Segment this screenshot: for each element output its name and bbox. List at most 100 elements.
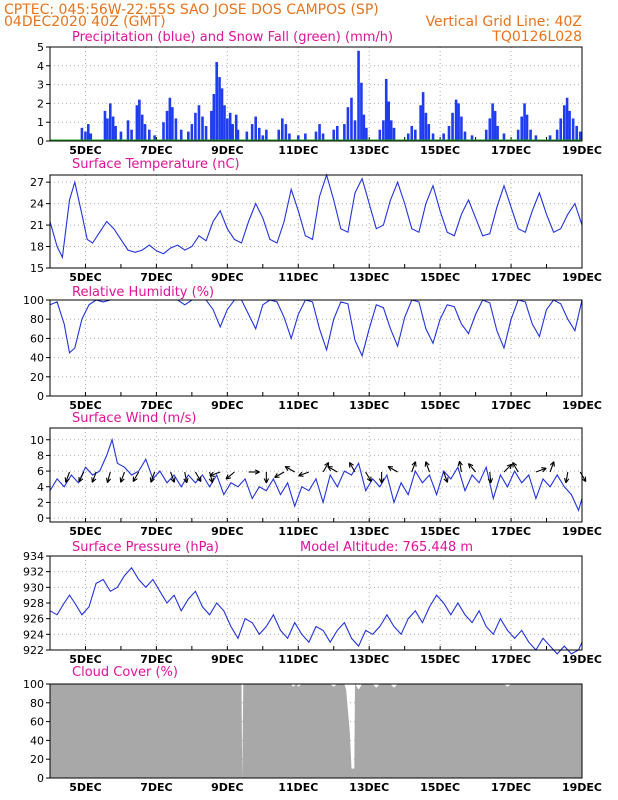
wind-vector-head xyxy=(490,478,494,484)
cloud-area xyxy=(50,684,582,778)
wind-vector-shaft xyxy=(425,461,431,473)
wind-vector-shaft xyxy=(209,471,221,477)
wind-vector xyxy=(64,471,71,483)
wind-vector-head xyxy=(170,478,175,483)
wind-vector xyxy=(564,471,570,484)
precip-bar xyxy=(153,135,156,141)
precip-bar xyxy=(277,129,281,141)
wind-vector xyxy=(365,471,372,482)
precip-bar xyxy=(575,125,578,141)
wind-vector xyxy=(284,465,295,473)
precip-bar xyxy=(103,110,107,141)
precip-bar xyxy=(288,133,291,141)
wind-vector xyxy=(149,471,156,483)
precip-bar xyxy=(223,105,226,141)
wind-vector xyxy=(535,467,547,473)
wind-vector xyxy=(119,471,125,483)
temp-ytick-label: 18 xyxy=(30,241,44,254)
precip-bar xyxy=(460,116,463,141)
precip-bar xyxy=(457,103,460,141)
wind-vector-head xyxy=(512,462,518,466)
precip-bar xyxy=(261,135,265,141)
precip-bar xyxy=(215,62,218,141)
precip-bar xyxy=(201,116,204,141)
wind-vector xyxy=(579,471,587,482)
precip-bar xyxy=(414,129,417,141)
pres-xtick-label: 5DEC xyxy=(69,653,101,666)
pres-ytick-label: 922 xyxy=(23,644,44,657)
cloud-frame xyxy=(49,683,583,779)
rh-xtick-label: 17DEC xyxy=(491,399,531,412)
wind-vector xyxy=(424,461,431,473)
precip-ytick-label: 1 xyxy=(37,116,44,129)
wind-vector xyxy=(209,471,221,477)
wind-vector-shaft xyxy=(549,461,555,473)
header-model: TQ0126L028 xyxy=(491,29,582,45)
wind-vector-head xyxy=(119,477,122,483)
wind-vector-shaft xyxy=(284,466,295,473)
precip-bar xyxy=(174,118,178,141)
wind-vector xyxy=(503,463,513,473)
pres-ytick-label: 934 xyxy=(23,550,44,563)
cloud-ytick-label: 0 xyxy=(37,772,44,785)
precip-frame xyxy=(49,46,583,142)
pres-panel: Surface Pressure (hPa) Model Altitude: 76… xyxy=(23,540,602,666)
wind-vector-head xyxy=(263,478,267,484)
wind-xtick-label: 5DEC xyxy=(69,525,101,538)
precip-panel: Precipitation (blue) and Snow Fall (gree… xyxy=(37,30,602,157)
temp-xtick-label: 9DEC xyxy=(211,271,243,284)
cloud-ytick-label: 60 xyxy=(30,716,44,729)
precip-bar xyxy=(250,124,254,141)
wind-vector-head xyxy=(208,478,213,483)
rh-xtick-label: 13DEC xyxy=(349,399,389,412)
precip-xtick-label: 9DEC xyxy=(211,144,243,157)
temp-xtick-label: 13DEC xyxy=(349,271,389,284)
wind-series-line xyxy=(49,437,583,512)
wind-vector-shaft xyxy=(579,471,587,482)
precip-bar xyxy=(165,110,169,141)
precip-bar xyxy=(218,77,221,141)
wind-vector-head xyxy=(225,474,229,480)
wind-vector-head xyxy=(459,460,463,466)
temp-ytick-label: 21 xyxy=(30,219,44,232)
wind-vector xyxy=(183,471,189,484)
wind-vector-head xyxy=(265,478,270,484)
wind-vector xyxy=(512,462,519,473)
temp-xtick-label: 7DEC xyxy=(140,271,172,284)
precip-bar xyxy=(114,125,117,141)
wind-frame xyxy=(49,427,583,523)
precip-xtick-label: 17DEC xyxy=(491,144,531,157)
wind-vector-shaft xyxy=(170,471,175,483)
wind-vector xyxy=(248,469,260,475)
temp-series-line xyxy=(49,173,583,260)
rh-ytick-label: 100 xyxy=(23,294,44,307)
wind-vector-head xyxy=(553,461,555,467)
cloud-xtick-label: 15DEC xyxy=(420,781,460,794)
precip-bar xyxy=(350,97,353,141)
precip-bar xyxy=(520,116,524,141)
precip-bar xyxy=(130,129,133,141)
wind-vector-head xyxy=(173,477,176,483)
precip-bar xyxy=(228,112,232,141)
wind-vector-head xyxy=(349,462,354,466)
wind-vector-head xyxy=(541,467,547,469)
precip-bar xyxy=(360,82,363,141)
rh-xtick-label: 7DEC xyxy=(140,399,172,412)
wind-vector-shaft xyxy=(322,462,330,473)
precip-ytick-label: 0 xyxy=(37,135,44,148)
precip-ytick-label: 4 xyxy=(37,60,44,73)
precip-bar xyxy=(119,131,123,141)
precip-bar xyxy=(516,129,520,141)
wind-vector-shaft xyxy=(503,463,513,473)
precip-bar xyxy=(353,120,357,141)
wind-vector-head xyxy=(443,478,448,483)
precip-bar xyxy=(419,105,422,141)
wind-vector-shaft xyxy=(458,461,462,473)
precip-bar xyxy=(357,50,360,142)
precip-bar xyxy=(231,124,234,141)
precip-bar xyxy=(565,97,569,141)
precip-ytick-label: 3 xyxy=(37,79,44,92)
wind-vector-head xyxy=(132,478,138,482)
temp-ytick-label: 15 xyxy=(30,262,44,275)
wind-vector xyxy=(443,471,449,483)
